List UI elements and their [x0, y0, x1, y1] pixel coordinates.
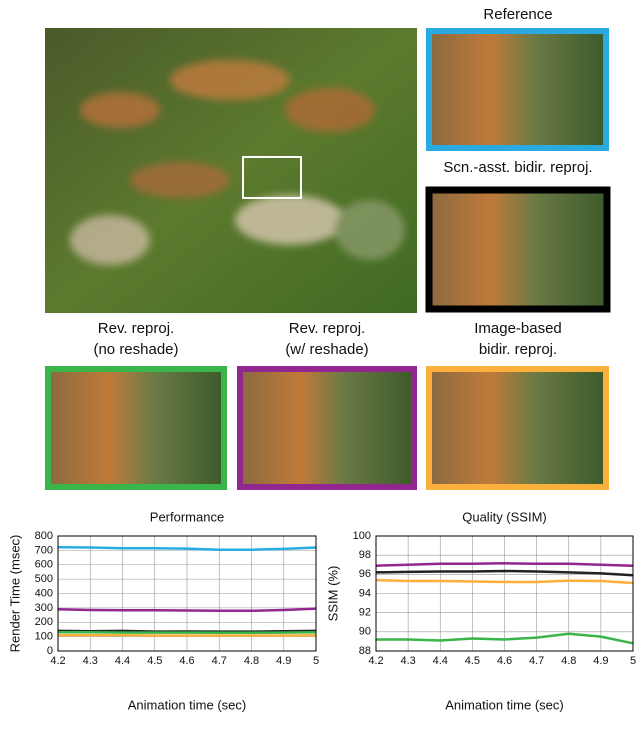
y-tick-label: 100 [35, 631, 53, 643]
x-tick-label: 4.2 [50, 655, 65, 667]
y-tick-label: 500 [35, 573, 53, 585]
reference-crop [429, 31, 606, 148]
rev-no-reshade-crop [48, 369, 224, 487]
y-tick-label: 94 [359, 587, 371, 599]
x-axis-label: Animation time (sec) [128, 697, 246, 712]
page: {"panels": { "reference": "Reference", "… [0, 0, 637, 748]
y-tick-label: 800 [35, 530, 53, 542]
y-tick-label: 92 [359, 607, 371, 619]
y-tick-label: 96 [359, 568, 371, 580]
y-tick-label: 700 [35, 544, 53, 556]
x-tick-label: 4.3 [400, 655, 415, 667]
x-tick-label: 4.4 [115, 655, 130, 667]
y-tick-label: 200 [35, 616, 53, 628]
x-tick-label: 4.8 [244, 655, 259, 667]
y-tick-label: 300 [35, 602, 53, 614]
y-axis-label: SSIM (%) [325, 566, 340, 622]
x-tick-label: 4.7 [529, 655, 544, 667]
x-tick-label: 5 [313, 655, 319, 667]
x-tick-label: 4.6 [497, 655, 512, 667]
y-tick-label: 600 [35, 559, 53, 571]
rev-reshade-crop [240, 369, 414, 487]
x-tick-label: 5 [630, 655, 636, 667]
y-tick-label: 100 [353, 530, 371, 542]
scene-assisted-crop [429, 190, 607, 309]
x-tick-label: 4.6 [179, 655, 194, 667]
x-tick-label: 4.2 [368, 655, 383, 667]
panel-label: Reference [483, 6, 552, 23]
y-tick-label: 90 [359, 626, 371, 638]
x-tick-label: 4.7 [212, 655, 227, 667]
y-tick-label: 98 [359, 549, 371, 561]
panel-label: (w/ reshade) [285, 341, 368, 358]
image-based-crop [429, 369, 606, 487]
y-axis-label: Render Time (msec) [7, 535, 22, 653]
x-axis-label: Animation time (sec) [445, 697, 563, 712]
x-tick-label: 4.5 [147, 655, 162, 667]
x-tick-label: 4.9 [276, 655, 291, 667]
x-tick-label: 4.5 [465, 655, 480, 667]
panel-label: Rev. reproj. [98, 320, 174, 337]
x-tick-label: 4.3 [83, 655, 98, 667]
y-tick-label: 400 [35, 587, 53, 599]
chart-title: Performance [150, 509, 224, 524]
panel-label: Rev. reproj. [289, 320, 365, 337]
panel-label: Image-based [474, 320, 562, 337]
panel-label: bidir. reproj. [479, 341, 557, 358]
chart-title: Quality (SSIM) [462, 509, 547, 524]
x-tick-label: 4.4 [433, 655, 448, 667]
main-image [45, 28, 417, 313]
figure: Reference Scn.-asst. bidir. reproj. Rev.… [0, 0, 637, 743]
x-tick-label: 4.8 [561, 655, 576, 667]
panel-label: (no reshade) [93, 341, 178, 358]
series-line [58, 547, 316, 550]
panel-label: Scn.-asst. bidir. reproj. [443, 159, 592, 176]
x-tick-label: 4.9 [593, 655, 608, 667]
